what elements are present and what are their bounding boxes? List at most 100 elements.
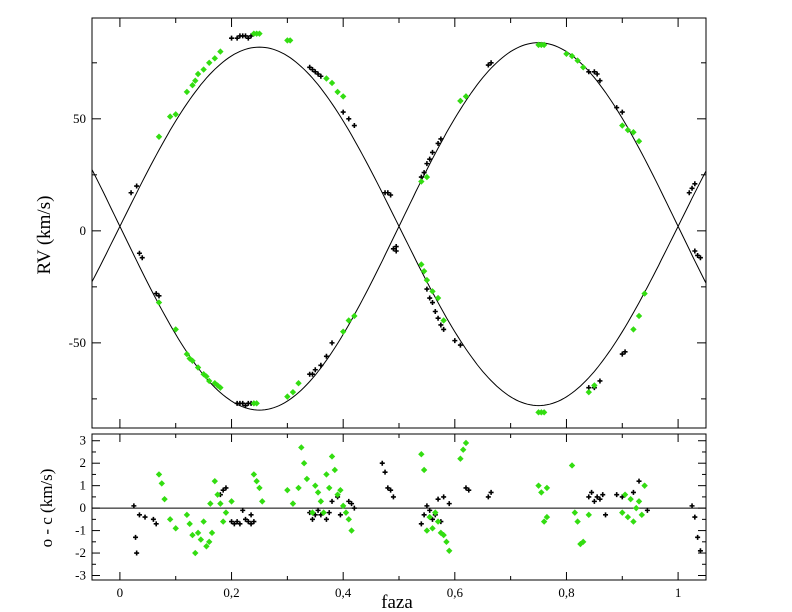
black-data-point [340,109,346,115]
black-data-point [323,353,329,359]
black-residual-point [600,492,606,498]
black-residual-point [315,507,321,513]
black-data-point [689,185,695,191]
black-residual-point [379,460,385,466]
black-data-point [435,315,441,321]
black-data-point [245,35,251,41]
green-residual-point [342,509,350,516]
green-residual-point [429,525,436,532]
black-residual-point [346,498,352,504]
green-residual-point [337,486,344,494]
green-data-point [574,57,581,64]
black-residual-point [695,534,701,540]
black-residual-point [349,501,355,507]
black-data-point [597,78,603,84]
black-residual-point [309,516,315,522]
black-residual-point [326,510,332,516]
green-residual-point [418,451,425,458]
green-residual-point [443,538,450,546]
black-residual-point [485,494,491,500]
black-data-point [390,246,396,252]
black-residual-point [150,516,156,522]
black-data-point [695,252,701,258]
black-residual-point [603,512,609,518]
black-residual-point [229,519,235,525]
black-residual-point [591,498,597,504]
black-residual-point [134,550,140,556]
green-residual-point [638,511,646,519]
green-residual-point [155,471,163,478]
black-residual-point [223,485,229,491]
black-residual-point [586,494,592,500]
green-data-point [540,409,548,416]
green-data-point [619,122,626,129]
black-residual-point [245,519,251,525]
black-residual-point [248,521,254,527]
green-residual-point [183,511,191,519]
green-residual-point [635,498,643,505]
x-tick-label: 0,8 [558,585,574,600]
green-residual-point [538,489,545,496]
green-data-point [440,317,447,324]
black-residual-point [594,494,600,500]
green-residual-point [284,486,291,494]
black-data-point [309,371,315,377]
green-data-point [641,290,648,297]
black-data-point [134,183,140,189]
black-data-point [136,250,142,256]
black-data-point [697,255,703,261]
green-data-point [351,312,358,320]
green-data-point [211,55,218,62]
y-tick-label: 3 [80,433,87,448]
black-data-point [351,123,357,129]
green-residual-point [323,471,330,478]
black-data-point [614,105,620,111]
black-data-point [452,338,458,344]
y-tick-label: 1 [80,478,87,493]
black-data-point [240,400,246,406]
black-residual-point [418,521,424,527]
black-residual-point [614,492,620,498]
green-data-point [189,357,196,364]
black-residual-point [312,512,318,518]
green-data-point [194,70,202,78]
green-residual-point [186,520,193,528]
black-data-point [329,340,335,346]
black-data-point [234,35,240,41]
green-data-point [568,52,576,60]
y-tick-label: -1 [75,523,86,538]
green-data-point [183,350,191,358]
green-data-point [585,388,592,396]
black-residual-point [351,505,357,511]
x-tick-label: 0 [117,585,124,600]
green-residual-point [189,531,196,539]
green-data-point [630,326,637,333]
y-tick-label: -50 [69,335,86,350]
black-data-point [427,295,433,301]
black-residual-point [636,478,642,484]
black-data-point [622,349,628,355]
green-data-point [624,126,632,134]
green-residual-point [158,480,165,487]
green-residual-point [214,491,221,498]
black-residual-point [385,485,391,491]
green-residual-point [568,462,576,469]
green-data-point [323,75,330,82]
green-data-point [328,79,336,87]
black-data-point [318,73,324,79]
green-residual-point [585,511,592,519]
green-data-point [203,373,210,380]
y-tick-label: 0 [80,500,87,515]
black-data-point [156,293,162,299]
black-residual-point [441,494,447,500]
rv-plot-frame [91,17,707,429]
black-data-point [692,181,698,187]
black-residual-point [318,512,324,518]
black-residual-point [240,507,246,513]
residual-panel: -3 -2 -1 0 1 2 3 0 0,2 0,4 0,6 0,8 1 [75,433,707,600]
green-residual-point [203,543,210,550]
green-residual-point [314,489,322,496]
black-data-point [385,190,391,196]
green-residual-point [423,527,431,534]
